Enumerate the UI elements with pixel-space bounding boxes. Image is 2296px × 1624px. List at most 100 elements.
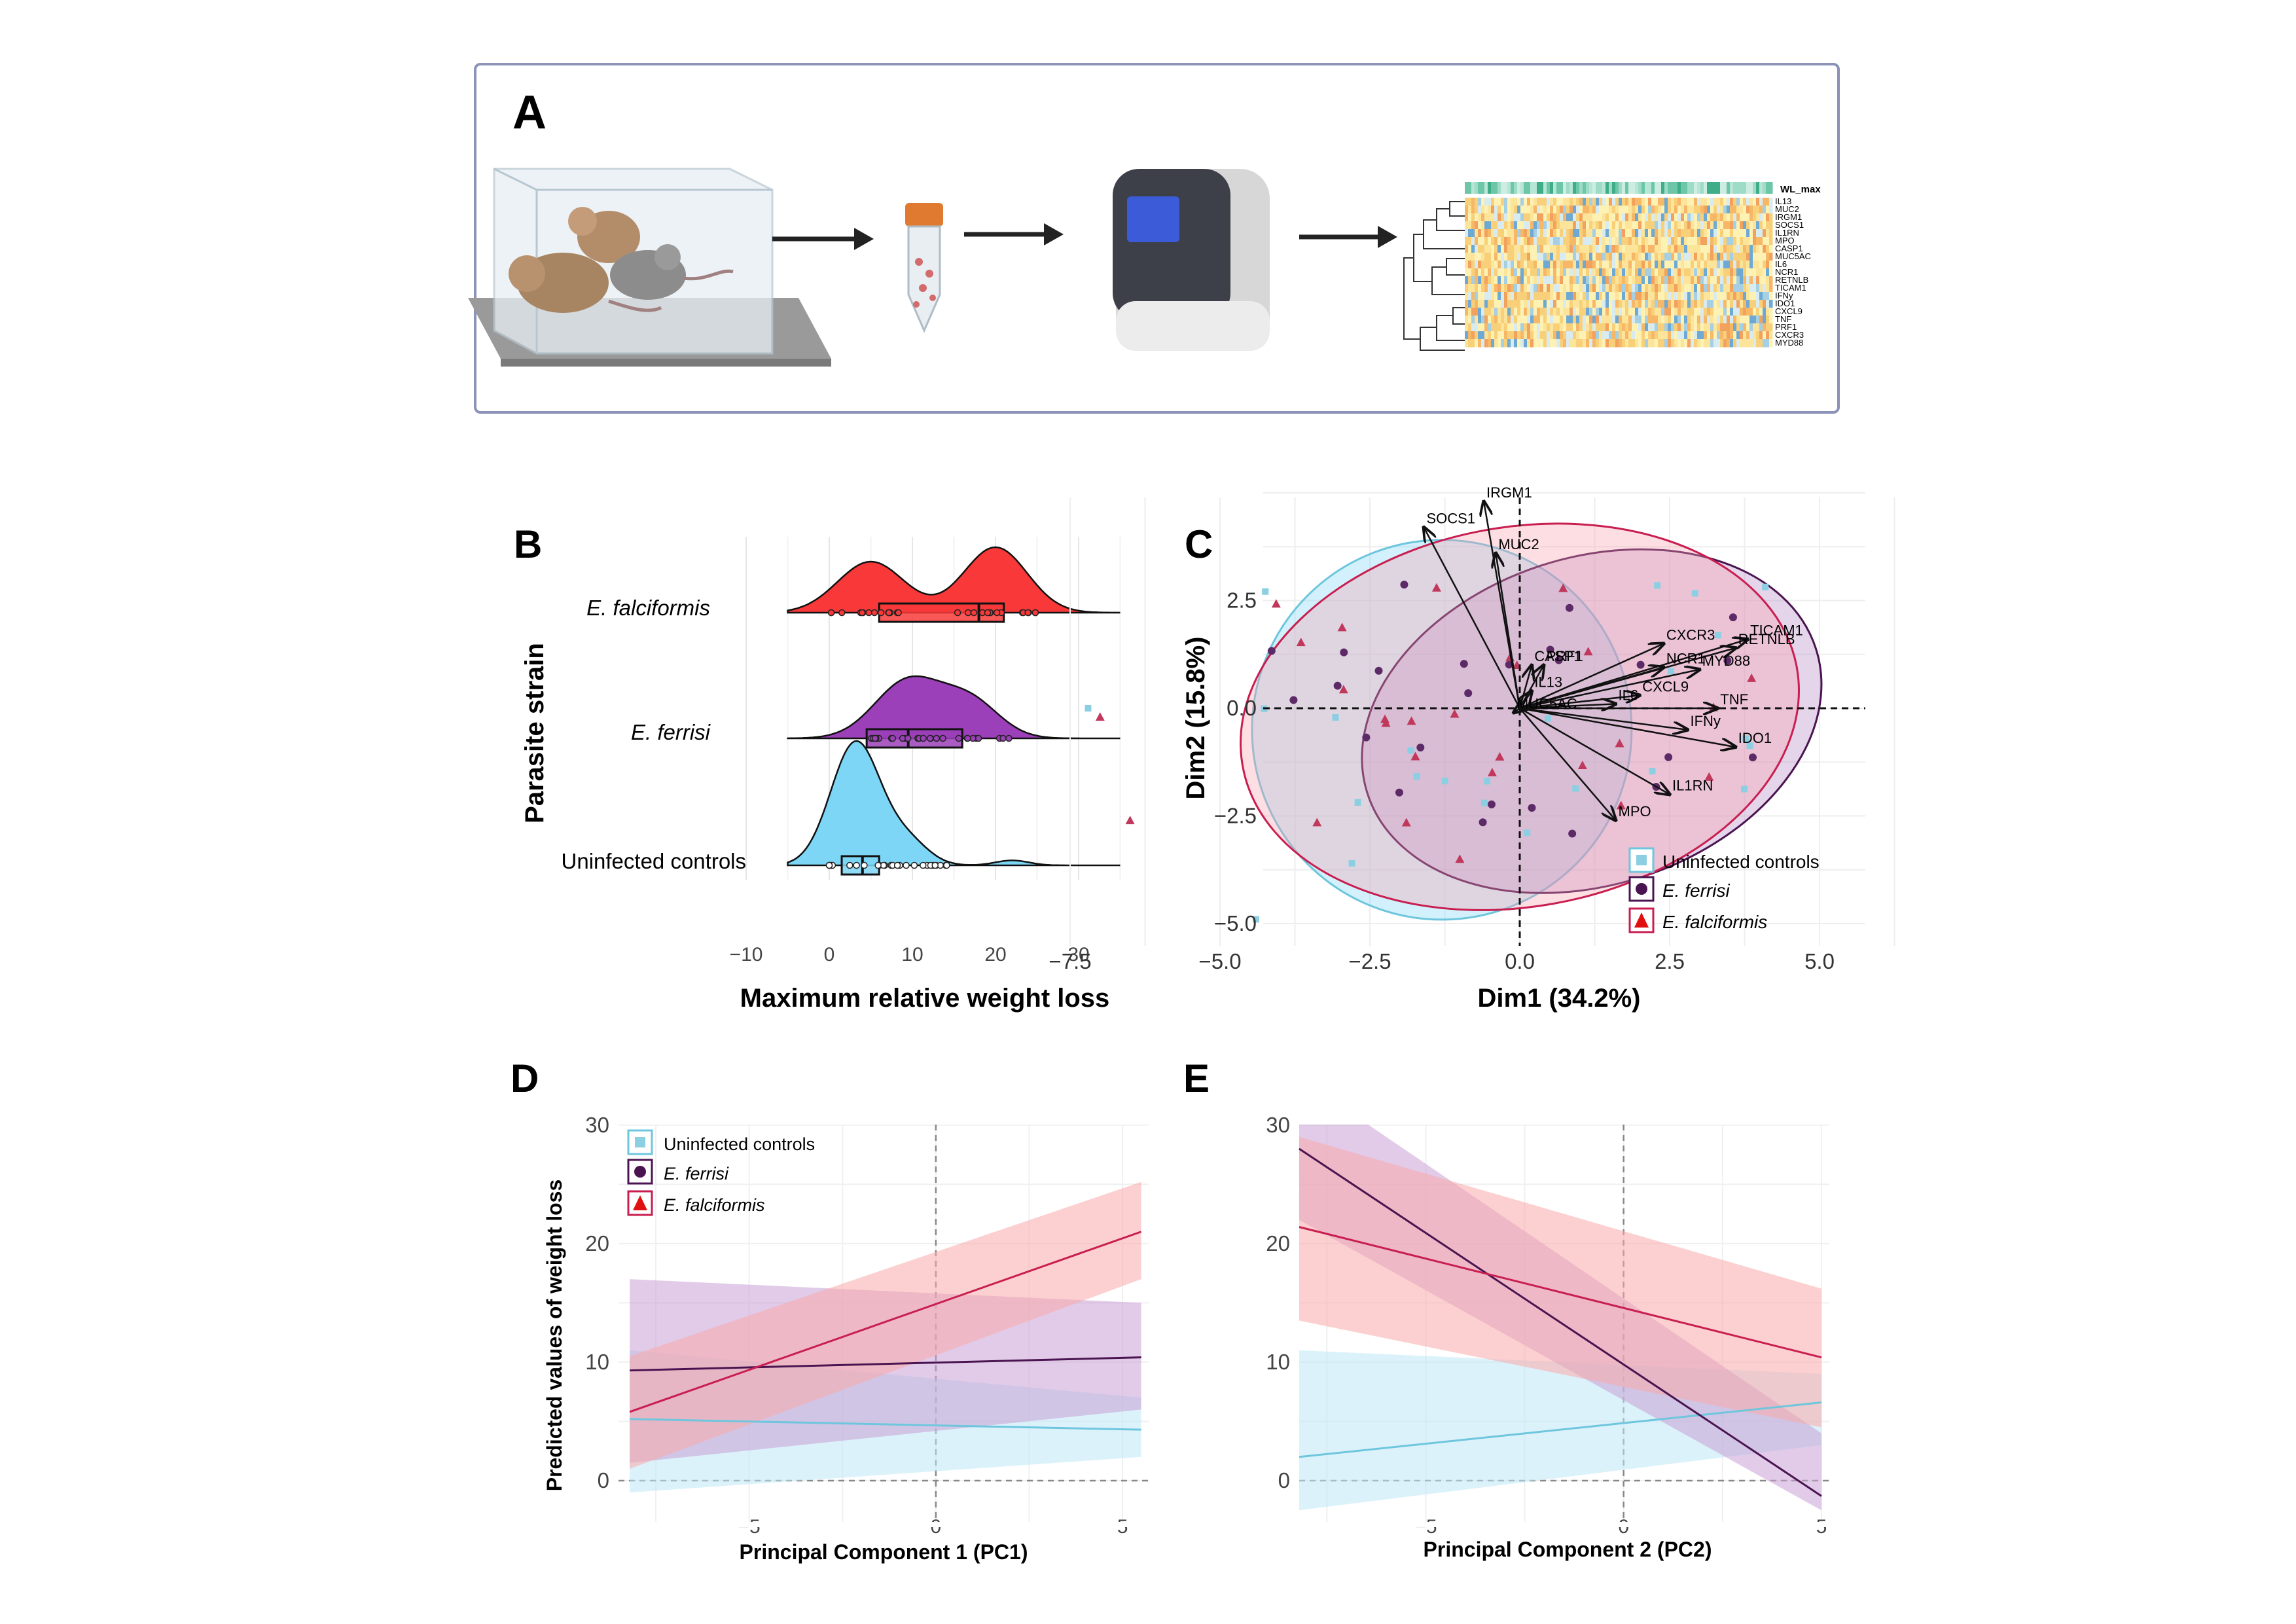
heatmap-cell <box>1579 323 1583 332</box>
heatmap-cell <box>1619 331 1623 340</box>
loading-arrow-myd88 <box>1519 670 1700 710</box>
heatmap-cell <box>1684 245 1688 253</box>
heatmap-cell <box>1619 339 1623 348</box>
heatmap-cell <box>1570 276 1573 285</box>
heatmap-cell <box>1471 213 1475 222</box>
heatmap-cell <box>1648 339 1652 348</box>
heatmap-cell <box>1484 316 1488 324</box>
point-uninfected <box>1524 829 1531 837</box>
heatmap-cell <box>1471 221 1475 230</box>
heatmap-cell <box>1713 237 1717 245</box>
heatmap-cell <box>1488 261 1492 269</box>
heatmap-cell <box>1537 198 1541 206</box>
heatmap-cell <box>1746 206 1750 214</box>
heatmap-cell <box>1671 323 1675 332</box>
heatmap-cell <box>1563 300 1567 308</box>
heatmap-annotation-cell <box>1664 182 1668 194</box>
point-falciformis <box>1583 647 1593 656</box>
heatmap-cell <box>1560 300 1564 308</box>
heatmap-cell <box>1527 339 1531 348</box>
heatmap-cell <box>1756 221 1760 230</box>
y-tick-label: 0 <box>598 1468 609 1492</box>
point-ferrisi <box>1568 829 1577 838</box>
heatmap-cell <box>1537 331 1541 340</box>
heatmap-cell <box>1622 339 1626 348</box>
heatmap-cell <box>1540 206 1544 214</box>
heatmap-cell <box>1645 331 1649 340</box>
heatmap-cell <box>1759 198 1763 206</box>
heatmap-cell <box>1628 229 1632 238</box>
heatmap-cell <box>1658 253 1662 261</box>
heatmap-cell <box>1753 339 1757 348</box>
heatmap-cell <box>1605 300 1609 308</box>
heatmap-annotation-cell <box>1704 182 1708 194</box>
heatmap-cell <box>1759 331 1763 340</box>
heatmap-cell <box>1566 198 1570 206</box>
heatmap-cell <box>1632 221 1636 230</box>
heatmap-cell <box>1658 213 1662 222</box>
heatmap-cell <box>1740 300 1744 308</box>
x-tick-label: 5.0 <box>1804 949 1835 973</box>
heatmap-cell <box>1727 300 1731 308</box>
heatmap-cell <box>1563 237 1567 245</box>
heatmap-cell <box>1753 331 1757 340</box>
data-point <box>970 609 978 617</box>
heatmap-cell <box>1491 237 1495 245</box>
heatmap-cell <box>1514 261 1518 269</box>
heatmap-cell <box>1504 206 1508 214</box>
heatmap-cell <box>1727 229 1731 238</box>
heatmap-cell <box>1468 276 1472 285</box>
heatmap-cell <box>1560 308 1564 316</box>
heatmap-cell <box>1583 198 1587 206</box>
heatmap-cell <box>1504 213 1508 222</box>
heatmap-cell <box>1628 237 1632 245</box>
heatmap-cell <box>1677 308 1681 316</box>
heatmap-cell <box>1488 213 1492 222</box>
heatmap-cell <box>1547 292 1551 300</box>
heatmap-cell <box>1511 221 1515 230</box>
heatmap-cell <box>1576 292 1580 300</box>
heatmap-cell <box>1540 221 1544 230</box>
heatmap-cell <box>1769 229 1773 238</box>
heatmap-cell <box>1547 213 1551 222</box>
heatmap-cell <box>1583 229 1587 238</box>
data-point <box>984 609 992 617</box>
heatmap-cell <box>1540 261 1544 269</box>
heatmap-cell <box>1504 316 1508 324</box>
heatmap-cell <box>1759 276 1763 285</box>
heatmap-cell <box>1471 206 1475 214</box>
heatmap-gene-label: PRF1 <box>1775 322 1797 332</box>
heatmap-cell <box>1756 323 1760 332</box>
heatmap-cell <box>1645 292 1649 300</box>
heatmap-cell <box>1540 300 1544 308</box>
heatmap-cell <box>1697 339 1701 348</box>
heatmap-cell <box>1651 300 1655 308</box>
heatmap-cell <box>1697 284 1701 293</box>
heatmap-cell <box>1658 261 1662 269</box>
heatmap-cell <box>1720 308 1724 316</box>
heatmap-cell <box>1733 316 1737 324</box>
heatmap-cell <box>1635 221 1639 230</box>
heatmap-cell <box>1749 292 1753 300</box>
heatmap-cell <box>1465 198 1469 206</box>
heatmap-cell <box>1570 323 1573 332</box>
heatmap-cell <box>1641 253 1645 261</box>
heatmap-cell <box>1749 261 1753 269</box>
heatmap-cell <box>1573 198 1577 206</box>
heatmap-cell <box>1543 339 1547 348</box>
heatmap-cell <box>1681 245 1685 253</box>
heatmap-cell <box>1687 253 1691 261</box>
heatmap-cell <box>1501 292 1505 300</box>
heatmap-cell <box>1717 221 1721 230</box>
heatmap-annotation-cell <box>1723 182 1727 194</box>
group-label: E. ferrisi <box>631 720 711 744</box>
heatmap-cell <box>1612 339 1616 348</box>
heatmap-cell <box>1753 323 1757 332</box>
heatmap-cell <box>1609 276 1613 285</box>
heatmap-cell <box>1707 316 1711 324</box>
heatmap-cell <box>1700 323 1704 332</box>
heatmap-cell <box>1694 198 1698 206</box>
point-uninfected <box>1262 588 1269 595</box>
heatmap-cell <box>1520 245 1524 253</box>
heatmap-cell <box>1527 284 1531 293</box>
